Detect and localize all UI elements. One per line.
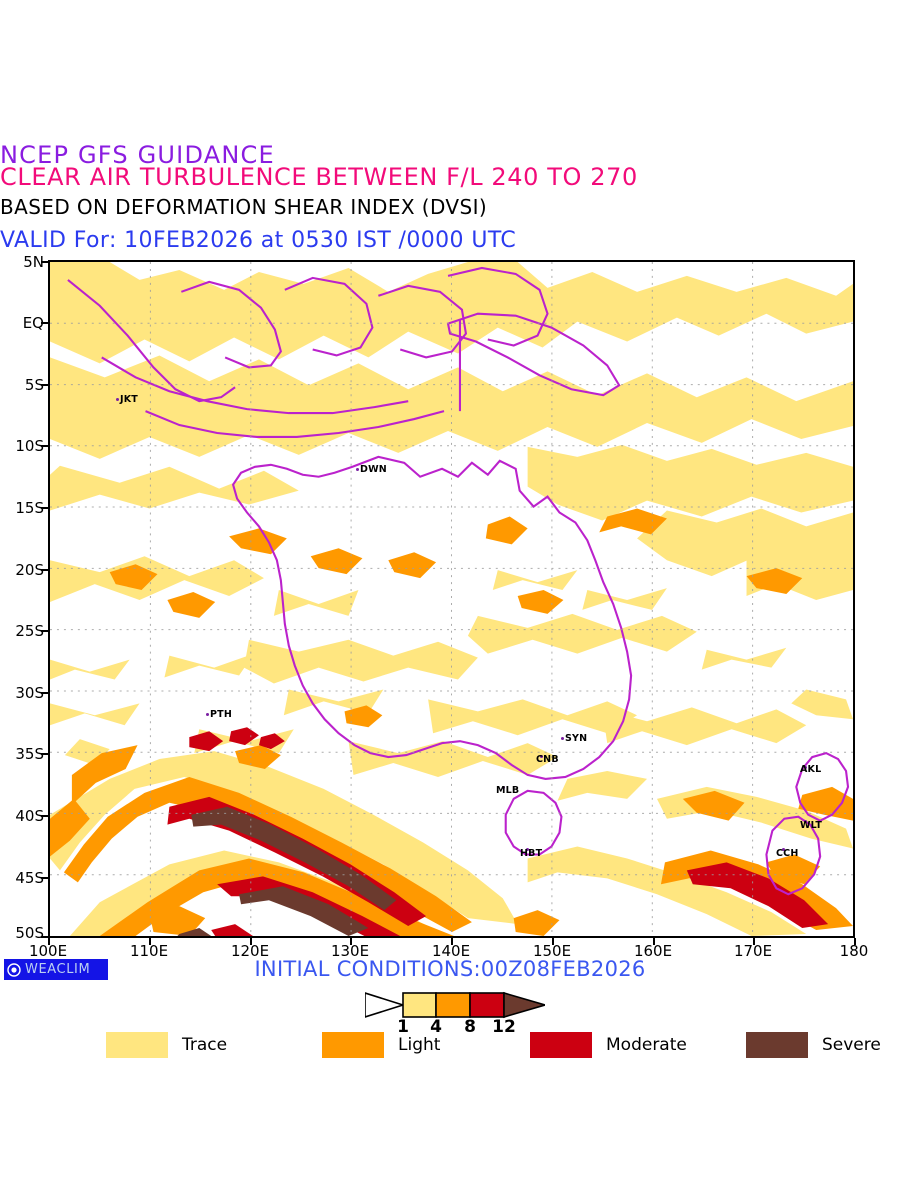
legend-swatch-trace: [106, 1032, 168, 1058]
city-marker-cch: [782, 848, 785, 851]
city-marker-pth: [206, 713, 209, 716]
city-label-wlt: WLT: [800, 820, 823, 831]
city-label-cnb: CNB: [536, 754, 559, 765]
city-label-hbt: HBT: [520, 848, 543, 859]
city-marker-wlt: [804, 820, 807, 823]
legend-item-moderate: Moderate: [530, 1032, 687, 1058]
map-plot-area[interactable]: JKT DWN PTH SYN CNB MLB HBT AKL WLT CCH: [48, 260, 855, 938]
city-label-cch: CCH: [776, 848, 799, 859]
legend-label-light: Light: [398, 1035, 441, 1055]
initial-conditions-label: INITIAL CONDITIONS:00Z08FEB2026: [254, 957, 646, 981]
y-tick-label-6: 25S: [15, 622, 44, 640]
legend-item-light: Light: [322, 1032, 440, 1058]
legend-label-moderate: Moderate: [606, 1035, 687, 1055]
x-tick-label-1: 110E: [129, 942, 169, 960]
city-marker-hbt: [526, 848, 529, 851]
x-tick-label-3: 130E: [330, 942, 370, 960]
legend-item-trace: Trace: [106, 1032, 227, 1058]
page-title: NCEP GFS GUIDANCE: [0, 141, 275, 169]
y-tick-label-8: 35S: [15, 745, 44, 763]
colorbar-tick-2: 8: [464, 1017, 476, 1037]
city-label-dwn: DWN: [360, 464, 387, 475]
city-label-mlb: MLB: [496, 785, 520, 796]
y-tick-label-9: 40S: [15, 807, 44, 825]
y-tick-label-10: 45S: [15, 869, 44, 887]
city-label-syn: SYN: [565, 733, 588, 744]
legend-label-trace: Trace: [182, 1035, 228, 1055]
y-tick-label-1: EQ: [22, 314, 44, 332]
weaclim-watermark[interactable]: WEACLIM: [4, 959, 108, 980]
valid-time-label: VALID For: 10FEB2026 at 0530 IST /0000 U…: [0, 228, 517, 253]
circle-logo-icon: [7, 962, 21, 977]
legend-swatch-moderate: [530, 1032, 592, 1058]
city-marker-akl: [804, 766, 807, 769]
city-label-jkt: JKT: [120, 394, 138, 405]
colorbar: 1 4 8 12: [365, 991, 545, 1037]
lat-lon-gridlines: [50, 262, 853, 936]
colorbar-tick-labels: 1 4 8 12: [365, 1017, 545, 1037]
y-tick-label-0: 5N: [23, 253, 44, 271]
city-marker-jkt: [116, 398, 119, 401]
y-tick-label-11: 50S: [15, 924, 44, 942]
colorbar-tick-0: 1: [397, 1017, 409, 1037]
legend-label-severe: Severe: [822, 1035, 881, 1055]
x-tick-label-0: 100E: [28, 942, 68, 960]
colorbar-gradient: [365, 991, 545, 1019]
y-tick-label-7: 30S: [15, 684, 44, 702]
chart-subtitle: CLEAR AIR TURBULENCE BETWEEN F/L 240 TO …: [0, 163, 638, 191]
city-label-akl: AKL: [800, 764, 822, 775]
severity-legend: Trace Light Moderate Severe: [0, 1032, 900, 1066]
y-tick-label-2: 5S: [24, 376, 44, 394]
legend-item-severe: Severe: [746, 1032, 881, 1058]
chart-basis-label: BASED ON DEFORMATION SHEAR INDEX (DVSI): [0, 195, 488, 219]
city-marker-dwn: [356, 468, 359, 471]
watermark-label: WEACLIM: [25, 962, 91, 977]
x-tick-label-2: 120E: [230, 942, 270, 960]
y-tick-label-4: 15S: [15, 499, 44, 517]
legend-swatch-severe: [746, 1032, 808, 1058]
cat-heatmap-canvas: [50, 262, 853, 936]
colorbar-tick-1: 4: [430, 1017, 442, 1037]
y-tick-label-5: 20S: [15, 561, 44, 579]
x-tick-label-8: 180: [839, 942, 869, 960]
y-tick-label-3: 10S: [15, 437, 44, 455]
city-marker-mlb: [502, 786, 505, 789]
city-marker-cnb: [540, 755, 543, 758]
colorbar-tick-3: 12: [492, 1017, 516, 1037]
x-tick-label-6: 160E: [633, 942, 673, 960]
light-contour-fill: [50, 508, 853, 936]
x-tick-label-4: 140E: [431, 942, 471, 960]
legend-swatch-light: [322, 1032, 384, 1058]
x-tick-label-5: 150E: [532, 942, 572, 960]
city-label-pth: PTH: [210, 709, 232, 720]
severe-contour-fill: [177, 806, 397, 936]
x-tick-label-7: 170E: [733, 942, 773, 960]
city-marker-syn: [561, 737, 564, 740]
